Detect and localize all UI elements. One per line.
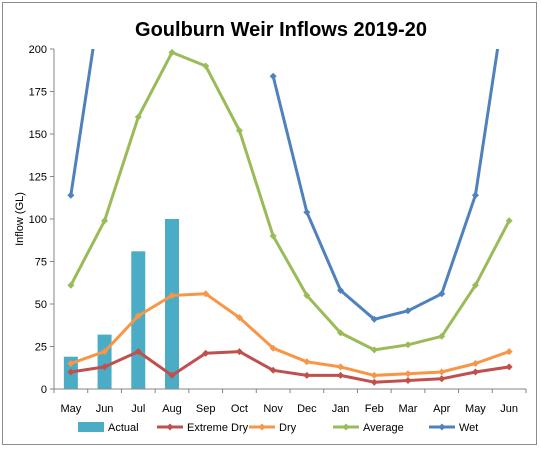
x-tick-label: Jan [332,403,350,415]
point-extreme-dry [67,368,75,376]
x-tick-label: Aug [162,403,182,415]
legend-label-average: Average [363,422,404,434]
x-tick-label: May [465,403,486,415]
y-axis-ticks: 0 25 50 75 100 125 150 175 200 [29,44,54,396]
point-dry [404,370,412,378]
point-dry [471,360,479,367]
chart: Goulburn Weir Inflows 2019-20 Inflow (GL… [14,19,527,434]
x-tick-label: Nov [263,403,283,415]
point-average [471,281,479,289]
y-tick-label: 175 [29,87,47,99]
point-average [303,292,311,299]
point-extreme-dry [202,349,210,357]
point-average [202,62,210,70]
point-average [67,281,75,289]
point-average [370,346,378,354]
point-extreme-dry [370,378,378,386]
point-average [505,217,513,225]
legend-marker-dry [258,423,266,431]
point-extreme-dry [404,377,412,384]
bar-series [63,219,179,389]
point-wet [337,286,345,294]
x-tick-label: Jul [131,403,145,415]
legend: Actual Extreme Dry Dry Average Wet [78,422,478,434]
point-dry [370,371,378,379]
chart-title: Goulburn Weir Inflows 2019-20 [135,19,427,41]
y-tick-label: 50 [35,299,47,311]
point-dry [337,363,345,371]
legend-marker-average [342,423,350,431]
point-average [101,217,109,225]
point-average [269,232,277,240]
x-tick-label: Sep [196,403,216,415]
x-tick-label: Apr [433,403,450,415]
point-dry [101,348,109,356]
point-dry [269,344,277,352]
y-tick-label: 75 [35,257,47,269]
x-axis-ticks: May Jun Jul Aug Sep Oct Nov Dec Jan Feb Mar Apr May J… [53,389,527,415]
point-extreme-dry [101,363,109,371]
point-average [337,329,345,337]
point-average [168,49,176,56]
point-wet [438,290,446,298]
line-dry [69,292,511,377]
point-wet [303,208,311,216]
point-extreme-dry [337,371,345,379]
point-wet [471,191,479,199]
y-axis-title: Inflow (GL) [14,192,26,246]
y-tick-label: 125 [29,172,47,184]
point-dry [438,368,446,376]
legend-label-extreme-dry: Extreme Dry [187,422,249,434]
point-dry [134,312,142,320]
y-tick-label: 150 [29,129,47,141]
point-extreme-dry [134,348,142,356]
legend-label-actual: Actual [108,422,139,434]
point-dry [235,314,243,322]
point-average [235,127,243,135]
point-extreme-dry [438,375,446,383]
legend-marker-wet [438,423,446,431]
x-tick-label: Oct [231,403,248,415]
point-average [438,332,446,340]
legend-swatch-actual [78,422,104,432]
point-wet [269,72,277,80]
legend-label-wet: Wet [459,422,478,434]
point-dry [505,348,513,356]
point-wet [67,191,75,199]
legend-label-dry: Dry [279,422,297,434]
point-extreme-dry [505,363,513,371]
legend-marker-extreme-dry [166,423,174,431]
point-extreme-dry [303,371,311,379]
line-average [69,50,511,352]
x-tick-label: Mar [399,403,418,415]
chart-frame: Goulburn Weir Inflows 2019-20 Inflow (GL… [2,2,537,445]
point-wet [404,307,412,315]
x-tick-label: Jun [96,403,114,415]
point-extreme-dry [471,368,479,376]
line-extreme-dry [69,350,511,384]
point-extreme-dry [168,371,176,379]
point-dry [67,360,75,367]
point-wet [370,315,378,323]
point-extreme-dry [269,366,277,374]
bar-actual [97,334,112,389]
x-tick-label: May [60,403,81,415]
line-wet [69,49,500,321]
bar-actual [165,219,179,389]
x-tick-label: Feb [365,403,384,415]
point-dry [168,292,176,299]
x-tick-label: Jun [500,403,518,415]
x-tick-label: Dec [297,403,317,415]
y-tick-label: 0 [41,384,47,396]
point-extreme-dry [235,348,243,356]
point-average [134,113,142,121]
y-tick-label: 100 [29,214,47,226]
line-series [67,49,513,386]
point-average [404,341,412,349]
point-dry [303,358,311,366]
point-dry [202,290,210,298]
y-tick-label: 25 [35,342,47,354]
y-tick-label: 200 [29,44,47,56]
